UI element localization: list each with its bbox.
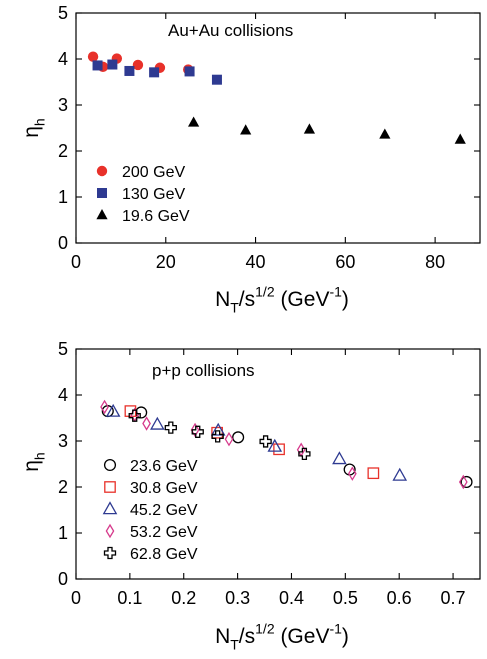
data-point <box>100 399 109 415</box>
x-tick-label: 0.3 <box>225 588 250 608</box>
chart-panel-1: 0 20 40 60 80 0 1 2 3 4 5 NT/s1/2 (GeV-1) ηh Au+Au co… <box>20 3 481 316</box>
data-point <box>458 474 468 490</box>
x-tick-label: 0.7 <box>441 588 466 608</box>
x-tick-label: 0.5 <box>333 588 358 608</box>
y-axis-title: ηh <box>20 118 48 137</box>
y-tick-label: 4 <box>58 49 68 69</box>
data-point <box>392 467 408 481</box>
legend-label: 30.8 GeV <box>130 480 198 497</box>
data-point <box>191 425 204 438</box>
data-point <box>105 403 121 417</box>
data-point <box>188 116 200 127</box>
plot-frame <box>75 348 481 580</box>
data-point <box>211 430 224 443</box>
data-point <box>132 59 144 71</box>
legend-label: 130 GeV <box>122 186 185 203</box>
x-tick-label: 0.2 <box>171 588 196 608</box>
series-19-6-gev <box>188 116 466 144</box>
data-point <box>379 128 391 139</box>
data-point <box>211 426 223 439</box>
legend-marker <box>103 546 117 560</box>
legend-marker <box>105 523 115 539</box>
y-tick-label: 1 <box>58 187 68 207</box>
data-point <box>259 435 272 448</box>
plot-frame <box>75 12 481 244</box>
data-point <box>347 466 357 481</box>
x-axis-title: NT/s1/2 (GeV-1) <box>215 284 349 316</box>
series-200-gev <box>87 51 194 75</box>
y-tick-label: 5 <box>58 3 68 23</box>
x-tick-label: 60 <box>335 252 355 272</box>
data-point <box>124 65 135 76</box>
legend-label: 62.8 GeV <box>130 546 198 563</box>
data-point <box>224 431 234 447</box>
y-tick-label: 2 <box>58 477 68 497</box>
data-point <box>232 431 245 444</box>
legend-marker <box>96 209 108 220</box>
legend-marker <box>104 481 116 493</box>
x-tick-label: 0.6 <box>387 588 412 608</box>
legend-label: 200 GeV <box>122 164 185 181</box>
series-130-gev <box>92 59 222 85</box>
legend-label: 53.2 GeV <box>130 524 198 541</box>
legend-marker <box>96 165 108 177</box>
y-tick-label: 5 <box>58 339 68 359</box>
x-tick-label: 0 <box>71 588 81 608</box>
data-point <box>190 422 200 438</box>
y-tick-label: 0 <box>58 233 68 253</box>
data-point <box>184 66 195 77</box>
data-point <box>92 60 103 71</box>
legend-label: 23.6 GeV <box>130 458 198 475</box>
data-point <box>87 51 99 62</box>
x-tick-label: 0 <box>71 252 81 272</box>
y-tick-label: 3 <box>58 95 68 115</box>
panel-title: Au+Au collisions <box>168 21 293 40</box>
data-point <box>164 421 177 434</box>
legend-marker <box>103 458 117 472</box>
data-point <box>211 74 222 85</box>
data-point <box>460 475 473 488</box>
data-point <box>298 447 311 461</box>
x-tick-label: 0.1 <box>117 588 142 608</box>
y-axis-title: ηh <box>20 452 48 471</box>
y-tick-label: 4 <box>58 385 68 405</box>
x-tick-label: 20 <box>156 252 176 272</box>
data-point <box>149 67 160 78</box>
data-point <box>267 438 283 452</box>
series-45-2-gev <box>105 403 408 481</box>
legend-marker <box>102 501 118 515</box>
y-tick-label: 0 <box>58 569 68 589</box>
data-point <box>367 467 380 480</box>
data-point <box>332 451 347 465</box>
data-point <box>273 443 285 456</box>
series-62-8-gev <box>128 409 311 461</box>
data-point <box>107 59 118 70</box>
data-point <box>454 133 466 144</box>
legend-marker <box>97 188 107 198</box>
x-tick-label: 80 <box>425 252 445 272</box>
data-point <box>128 409 141 422</box>
legend-label: 19.6 GeV <box>122 208 190 225</box>
data-point <box>150 416 165 430</box>
x-axis-title: NT/s1/2 (GeV-1) <box>215 621 349 653</box>
data-point <box>303 123 316 134</box>
data-point <box>240 124 252 135</box>
y-tick-label: 2 <box>58 141 68 161</box>
panel-title: p+p collisions <box>152 361 255 380</box>
legend-label: 45.2 GeV <box>130 502 198 519</box>
y-tick-label: 1 <box>58 523 68 543</box>
chart-panel-2: 0 0.1 0.2 0.3 0.4 0.5 0.6 0.7 0 1 2 3 4 5 NT/s1/2 (GeV… <box>20 339 481 653</box>
y-tick-label: 3 <box>58 431 68 451</box>
data-point <box>210 422 226 436</box>
data-point <box>142 416 151 431</box>
x-tick-label: 0.4 <box>279 588 304 608</box>
x-tick-label: 40 <box>246 252 266 272</box>
